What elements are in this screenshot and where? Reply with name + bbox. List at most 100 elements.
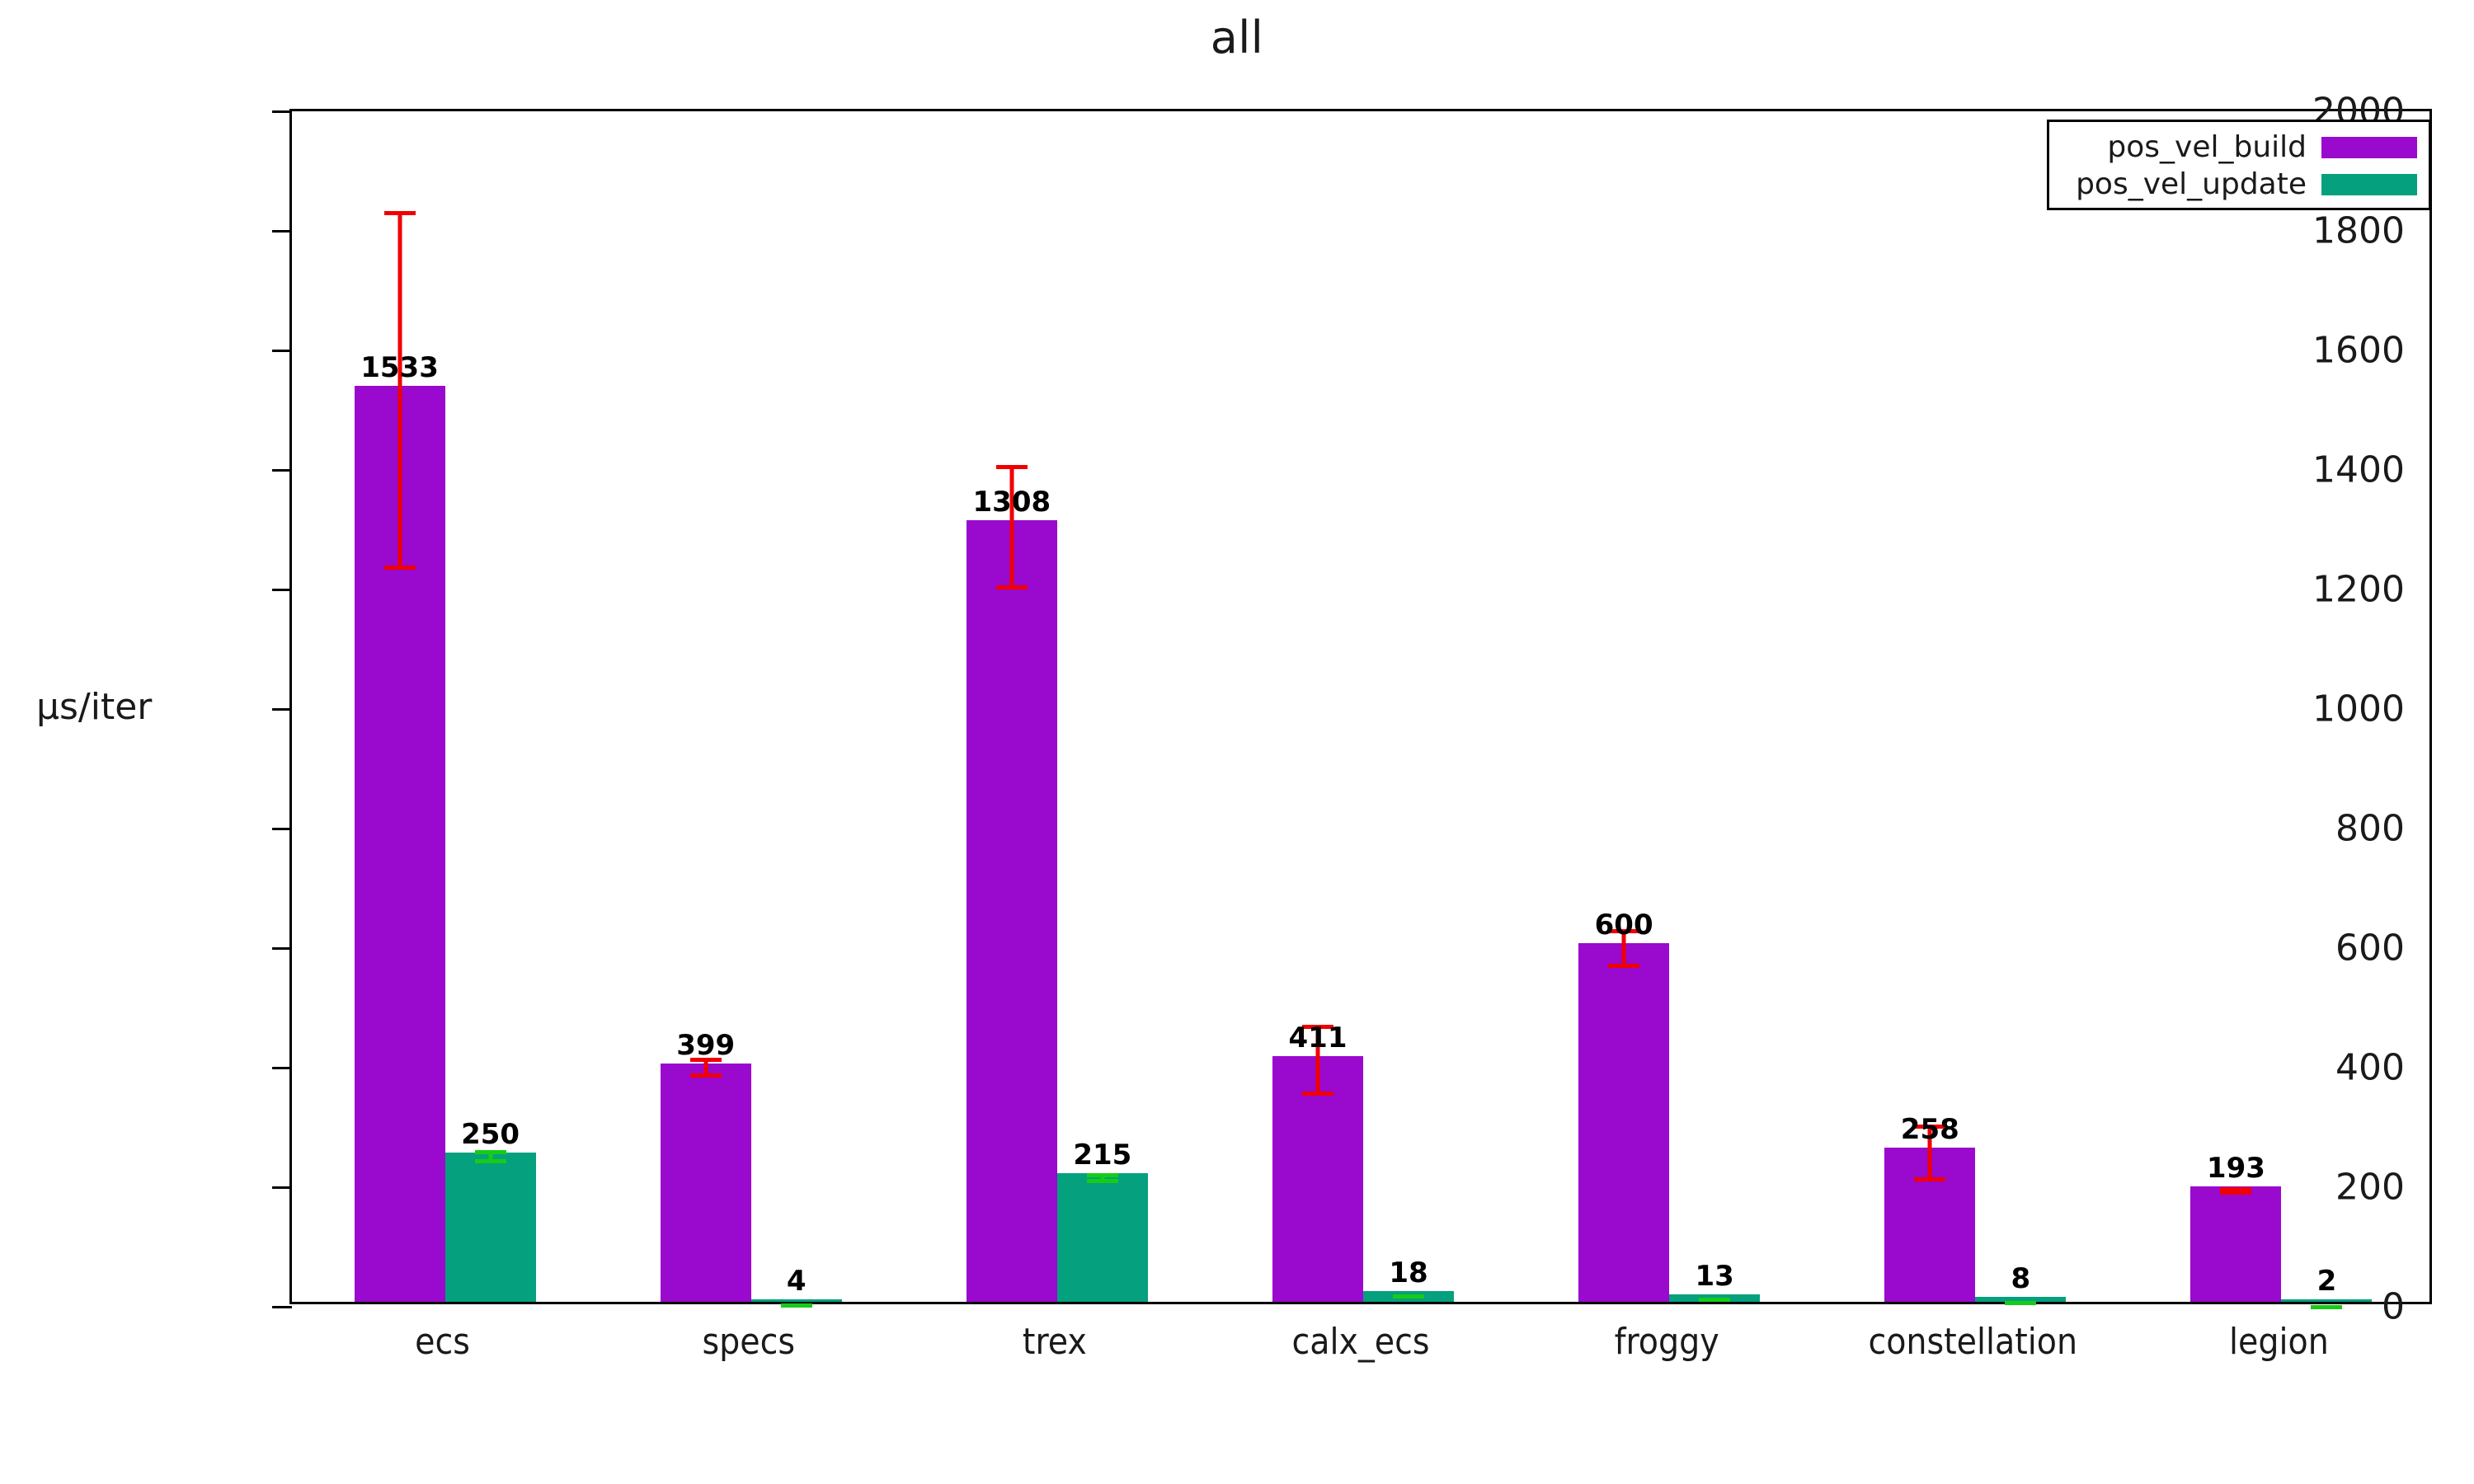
y-tick-label: 800 xyxy=(2335,807,2405,850)
error-bar-cap-bottom xyxy=(2311,1304,2343,1309)
x-tick-label-legion: legion xyxy=(2229,1321,2329,1363)
chart-title: all xyxy=(1210,12,1264,63)
error-bar-stem xyxy=(703,1058,708,1078)
bar-value-label: 13 xyxy=(1695,1259,1734,1293)
error-bar-ecs-pos_vel_build xyxy=(379,211,421,571)
bar-value-label: 411 xyxy=(1288,1021,1348,1055)
legend-swatch-update xyxy=(2321,173,2417,195)
legend-label: pos_vel_build xyxy=(2107,130,2307,164)
y-tick-mark xyxy=(272,1306,292,1308)
bar-legion-pos_vel_build[interactable] xyxy=(2190,1186,2282,1302)
y-tick-label: 1600 xyxy=(2312,329,2405,372)
x-tick-label-calx_ecs: calx_ecs xyxy=(1291,1321,1430,1363)
legend-item-pos-vel-update[interactable]: pos_vel_update xyxy=(2058,166,2417,203)
y-tick-mark xyxy=(272,947,292,950)
bar-specs-pos_vel_update[interactable] xyxy=(750,1299,842,1302)
x-tick-label-froggy: froggy xyxy=(1614,1321,1719,1363)
legend-swatch-build xyxy=(2321,136,2417,158)
bar-legion-pos_vel_update[interactable] xyxy=(2281,1299,2373,1302)
error-bar-stem xyxy=(488,1150,493,1163)
error-bar-cap-bottom xyxy=(1302,1092,1333,1097)
y-tick-label: 200 xyxy=(2335,1166,2405,1209)
error-bar-specs-pos_vel_build xyxy=(685,1058,727,1078)
bar-value-label: 399 xyxy=(676,1028,736,1062)
error-bar-trex-pos_vel_build xyxy=(991,465,1032,589)
y-tick-label: 0 xyxy=(2382,1285,2405,1328)
error-bar-cap-bottom xyxy=(689,1073,722,1078)
legend-label: pos_vel_update xyxy=(2076,167,2307,201)
bar-ecs-pos_vel_update[interactable] xyxy=(444,1152,536,1302)
bar-froggy-pos_vel_build[interactable] xyxy=(1578,943,1670,1302)
error-bar-cap-bottom xyxy=(383,566,416,571)
error-bar-cap-bottom xyxy=(1699,1298,1731,1303)
error-bar-ecs-pos_vel_update xyxy=(470,1150,511,1163)
y-tick-mark xyxy=(272,1186,292,1189)
error-bar-legion-pos_vel_update xyxy=(2306,1304,2347,1309)
bar-value-label: 2 xyxy=(2316,1265,2337,1298)
x-tick-label-specs: specs xyxy=(702,1321,795,1363)
y-tick-label: 1400 xyxy=(2312,448,2405,491)
y-tick-mark xyxy=(272,828,292,830)
bar-specs-pos_vel_build[interactable] xyxy=(660,1063,751,1302)
y-tick-mark xyxy=(272,230,292,232)
legend-item-pos-vel-build[interactable]: pos_vel_build xyxy=(2058,129,2417,166)
error-bar-froggy-pos_vel_update xyxy=(1694,1298,1735,1303)
y-tick-label: 1800 xyxy=(2312,209,2405,252)
y-tick-mark xyxy=(272,708,292,711)
error-bar-cap-bottom xyxy=(1086,1178,1118,1183)
error-bar-cap-bottom xyxy=(1393,1294,1424,1298)
error-bar-legion-pos_vel_build xyxy=(2215,1187,2256,1195)
error-bar-cap-top xyxy=(1086,1172,1118,1177)
error-bar-trex-pos_vel_update xyxy=(1082,1172,1123,1183)
bar-value-label: 1533 xyxy=(360,350,439,384)
error-bar-stem xyxy=(1100,1172,1105,1183)
y-tick-mark xyxy=(272,110,292,113)
error-bar-cap-bottom xyxy=(1914,1176,1946,1181)
x-tick-label-trex: trex xyxy=(1022,1321,1087,1363)
bar-trex-pos_vel_build[interactable] xyxy=(966,519,1057,1302)
y-tick-label: 600 xyxy=(2335,927,2405,970)
error-bar-stem xyxy=(1621,928,1626,968)
bar-value-label: 4 xyxy=(786,1265,807,1298)
y-tick-label: 400 xyxy=(2335,1046,2405,1089)
bar-value-label: 193 xyxy=(2206,1152,2265,1186)
error-bar-froggy-pos_vel_build xyxy=(1603,928,1644,968)
bar-value-label: 250 xyxy=(461,1117,520,1151)
error-bar-stem xyxy=(397,211,402,571)
bar-value-label: 1308 xyxy=(972,485,1051,519)
y-tick-label: 1200 xyxy=(2312,568,2405,611)
y-tick-mark xyxy=(272,1067,292,1069)
error-bar-cap-bottom xyxy=(995,585,1028,589)
error-bar-constellation-pos_vel_build xyxy=(1909,1124,1950,1181)
error-bar-cap-top xyxy=(474,1150,506,1155)
error-bar-cap-top xyxy=(2220,1187,2252,1191)
y-tick-mark xyxy=(272,589,292,591)
error-bar-stem xyxy=(1315,1024,1320,1097)
y-tick-mark xyxy=(272,469,292,472)
error-bar-cap-top xyxy=(995,465,1028,470)
error-bar-cap-bottom xyxy=(2220,1190,2252,1195)
x-tick-label-ecs: ecs xyxy=(415,1321,470,1363)
error-bar-cap-bottom xyxy=(780,1303,812,1308)
error-bar-cap-bottom xyxy=(1608,963,1640,968)
error-bar-stem xyxy=(1009,465,1014,589)
chart-legend: pos_vel_build pos_vel_update xyxy=(2047,120,2431,210)
error-bar-cap-top xyxy=(1608,928,1640,933)
error-bar-cap-top xyxy=(383,211,416,216)
error-bar-cap-bottom xyxy=(2005,1300,2037,1305)
error-bar-cap-top xyxy=(1914,1124,1946,1129)
bar-value-label: 18 xyxy=(1389,1256,1428,1289)
y-tick-mark xyxy=(272,350,292,352)
bar-value-label: 258 xyxy=(1900,1112,1959,1146)
bar-calx_ecs-pos_vel_build[interactable] xyxy=(1272,1056,1363,1302)
error-bar-constellation-pos_vel_update xyxy=(2000,1300,2041,1305)
error-bar-stem xyxy=(1927,1124,1932,1181)
bar-constellation-pos_vel_update[interactable] xyxy=(1975,1297,2067,1302)
plot-area: 0 200 400 600 800 1000 1200 1400 1600 1800 2000 15… xyxy=(272,91,2432,1328)
error-bar-calx_ecs-pos_vel_update xyxy=(1388,1294,1429,1298)
bar-trex-pos_vel_update[interactable] xyxy=(1056,1173,1148,1302)
error-bar-cap-top xyxy=(689,1058,722,1063)
error-bar-calx_ecs-pos_vel_build xyxy=(1297,1024,1338,1097)
y-axis-label: µs/iter xyxy=(36,686,153,728)
